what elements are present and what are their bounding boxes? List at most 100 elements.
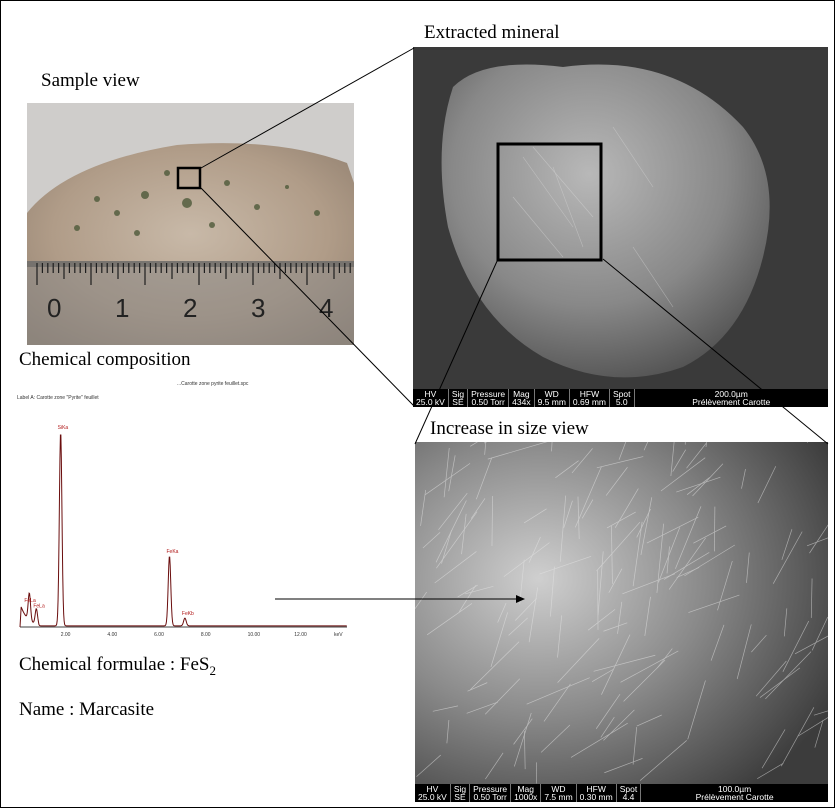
texture-stroke xyxy=(514,598,537,621)
mineral-name-label: Name : Marcasite xyxy=(19,699,155,720)
texture-stroke xyxy=(780,707,815,767)
texture-stroke xyxy=(656,648,673,669)
texture-stroke xyxy=(487,442,548,460)
texture-stroke xyxy=(587,609,616,631)
sem-top-graphic xyxy=(413,47,828,389)
sem-cell: WD 9.5 mm xyxy=(535,389,570,407)
sem-image-extracted: HV 25.0 kV Sig SE Pressure 0.50 Torr Mag 434… xyxy=(413,47,828,407)
texture-stroke xyxy=(490,612,508,667)
ruler-number: 3 xyxy=(251,293,266,323)
texture-stroke xyxy=(593,654,656,672)
texture-stroke xyxy=(670,442,675,477)
ruler-numbers: 0 1 2 3 4 xyxy=(47,293,354,323)
sem-cell: Sig SE xyxy=(449,389,469,407)
texture-stroke xyxy=(484,442,487,455)
ruler-number: 0 xyxy=(47,293,62,323)
texture-stroke xyxy=(464,585,494,595)
x-tick-label: 2.00 xyxy=(61,632,71,638)
texture-stroke xyxy=(684,544,736,577)
texture-stroke xyxy=(475,457,493,500)
texture-stroke xyxy=(539,556,592,575)
spectrum-series xyxy=(19,434,347,628)
texture-stroke xyxy=(497,603,507,623)
texture-stroke xyxy=(485,752,504,780)
texture-stroke xyxy=(772,531,803,584)
texture-stroke xyxy=(692,463,724,497)
texture-stroke xyxy=(810,578,813,618)
sem-scale-cell: 200.0µm Prélèvement Carotte xyxy=(635,389,829,407)
texture-stroke xyxy=(595,693,621,729)
texture-stroke xyxy=(524,731,526,770)
texture-stroke xyxy=(436,511,478,569)
texture-stroke xyxy=(574,466,602,528)
spectrum-label: Label A: Carotte zone "Pyrite" feuillet xyxy=(17,395,99,401)
texture-stroke xyxy=(617,601,623,634)
texture-stroke xyxy=(603,622,628,632)
texture-stroke xyxy=(623,659,666,702)
texture-stroke xyxy=(687,680,706,740)
x-tick-label: 4.00 xyxy=(107,632,117,638)
texture-stroke xyxy=(526,677,590,705)
texture-stroke xyxy=(557,638,600,683)
texture-stroke xyxy=(710,624,725,661)
texture-stroke xyxy=(640,497,653,556)
texture-stroke xyxy=(611,526,613,584)
ruler-number: 1 xyxy=(115,293,130,323)
sem-cell: Pressure 0.50 Torr xyxy=(470,784,512,802)
sem-cell: HFW 0.30 mm xyxy=(577,784,617,802)
peak-label: FeLa xyxy=(24,598,36,604)
texture-stroke xyxy=(422,532,441,549)
texture-stroke xyxy=(577,496,580,540)
sem-cell: HV 25.0 kV xyxy=(413,389,449,407)
texture-stroke xyxy=(717,560,733,611)
sem-scale-text: 100.0µm xyxy=(717,783,752,794)
texture-stroke xyxy=(781,529,793,560)
texture-stroke xyxy=(470,641,520,690)
sem-caption: Prélèvement Carotte xyxy=(695,792,774,802)
texture-stroke xyxy=(622,573,675,595)
chemical-composition-label: Chemical composition xyxy=(19,349,191,370)
texture-stroke xyxy=(757,762,784,779)
texture-stroke xyxy=(636,714,662,727)
texture-stroke xyxy=(555,460,579,479)
texture-stroke xyxy=(736,624,752,680)
texture-stroke xyxy=(601,634,631,695)
texture-stroke xyxy=(528,536,541,563)
texture-stroke xyxy=(755,660,787,697)
increase-in-size-label: Increase in size view xyxy=(430,418,589,439)
sem-cell: Pressure 0.50 Torr xyxy=(468,389,510,407)
sem-caption: Prélèvement Carotte xyxy=(692,397,771,407)
texture-stroke xyxy=(513,712,532,767)
texture-stroke xyxy=(604,758,643,774)
texture-stroke xyxy=(714,506,716,552)
sem-cell: HV 25.0 kV xyxy=(415,784,451,802)
texture-stroke xyxy=(596,521,641,572)
x-tick-label: keV xyxy=(334,632,343,638)
texture-stroke xyxy=(543,683,571,722)
texture-stroke xyxy=(668,537,706,590)
texture-stroke xyxy=(797,717,828,737)
texture-stroke xyxy=(491,495,493,546)
peak-label: FeKb xyxy=(182,611,194,617)
sample-view-label: Sample view xyxy=(41,70,140,91)
texture-stroke xyxy=(676,567,700,578)
texture-stroke xyxy=(559,495,567,562)
texture-stroke xyxy=(528,587,539,643)
texture-stroke xyxy=(484,678,521,715)
texture-stroke xyxy=(523,508,547,524)
texture-stroke xyxy=(508,617,528,636)
texture-stroke xyxy=(606,511,636,529)
extracted-mineral-label: Extracted mineral xyxy=(424,22,560,43)
texture-stroke xyxy=(435,500,467,563)
x-tick-label: 12.00 xyxy=(294,632,307,638)
texture-stroke xyxy=(503,542,550,577)
texture-stroke xyxy=(591,669,614,682)
x-tick-label: 8.00 xyxy=(201,632,211,638)
texture-stroke xyxy=(466,701,499,714)
texture-stroke xyxy=(632,727,638,765)
texture-stroke xyxy=(658,527,681,583)
texture-stroke xyxy=(746,552,750,583)
texture-stroke xyxy=(448,455,456,492)
texture-stroke xyxy=(809,524,828,554)
texture-stroke xyxy=(813,710,828,716)
